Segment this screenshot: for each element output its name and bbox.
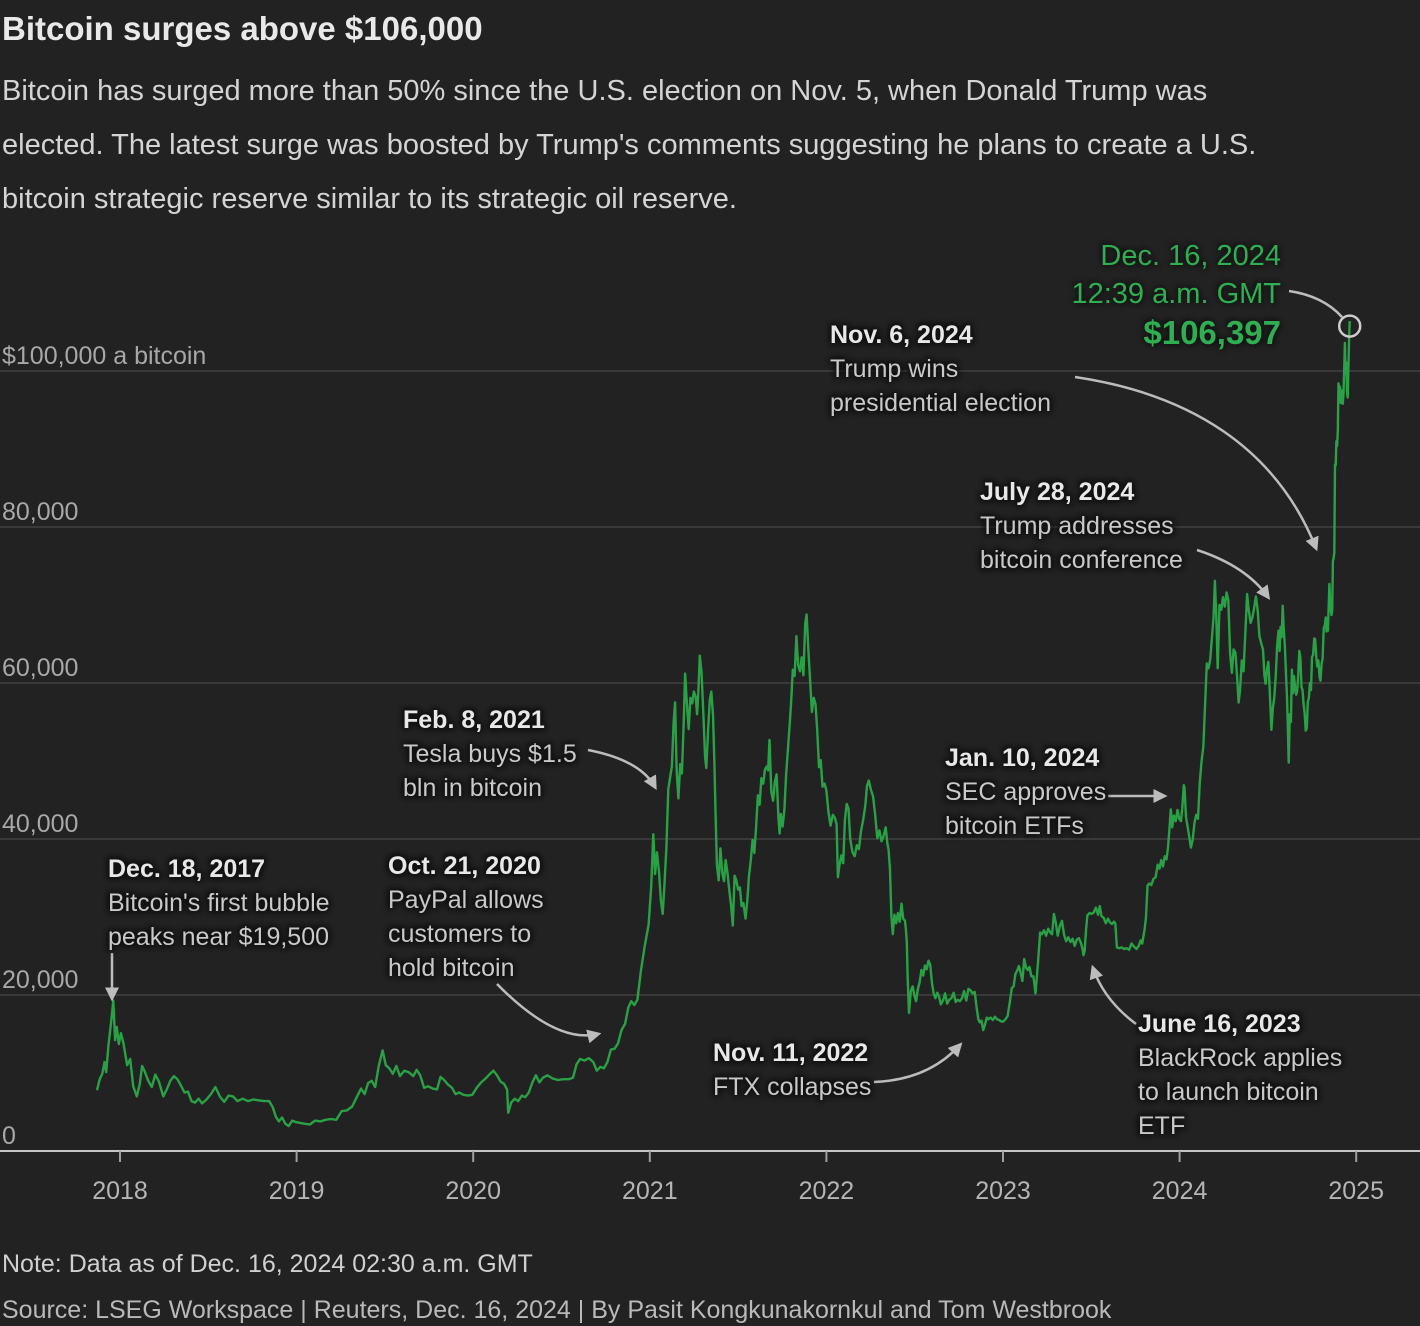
x-axis-label: 2019 <box>268 1177 325 1205</box>
annotation-date: July 28, 2024 <box>980 478 1135 506</box>
endpoint-price: $106,397 <box>1143 314 1281 351</box>
annotation-line: SEC approves <box>945 778 1107 806</box>
annotation-line: customers to <box>388 920 532 948</box>
annotation-date: Jan. 10, 2024 <box>945 744 1100 772</box>
note-text: Note: Data as of Dec. 16, 2024 02:30 a.m… <box>2 1250 533 1278</box>
annotation-arrow-jun2023 <box>1089 964 1137 1025</box>
annotation-line: peaks near $19,500 <box>108 923 330 951</box>
x-axis-label: 2020 <box>445 1177 501 1205</box>
annotation-line: BlackRock applies <box>1138 1044 1343 1072</box>
chart-subtitle: Bitcoin has surged more than 50% since t… <box>2 64 1256 226</box>
subtitle-line: bitcoin strategic reserve similar to its… <box>2 183 737 215</box>
annotation-line: Bitcoin's first bubble <box>108 889 330 917</box>
annotation-arrow-nov2024 <box>1074 375 1319 552</box>
subtitle-line: Bitcoin has surged more than 50% since t… <box>2 75 1208 107</box>
annotation-date: Dec. 18, 2017 <box>108 855 266 883</box>
annotation-line: bitcoin conference <box>980 546 1183 574</box>
x-axis-label: 2021 <box>621 1177 678 1205</box>
x-axis-label: 2022 <box>798 1177 855 1205</box>
y-axis-label: 80,000 <box>2 498 79 526</box>
y-axis-label: 0 <box>2 1122 16 1150</box>
endpoint-marker <box>1337 314 1362 338</box>
annotation-line: Tesla buys $1.5 <box>403 740 577 768</box>
annotation-date: Feb. 8, 2021 <box>403 706 545 734</box>
annotation-line: hold bitcoin <box>388 954 515 982</box>
endpoint-time: 12:39 a.m. GMT <box>1071 278 1281 310</box>
annotation-line: FTX collapses <box>713 1073 872 1101</box>
subtitle-line: elected. The latest surge was boosted by… <box>2 129 1257 161</box>
y-axis-label: 20,000 <box>2 966 79 994</box>
annotation-arrow-endptr <box>1288 289 1343 318</box>
annotation-date: June 16, 2023 <box>1138 1010 1301 1038</box>
x-axis-label: 2023 <box>975 1177 1031 1205</box>
endpoint-date: Dec. 16, 2024 <box>1100 240 1281 272</box>
endpoint-annotation: Dec. 16, 2024 12:39 a.m. GMT $106,397 <box>1071 237 1281 353</box>
annotation-dec2017: Dec. 18, 2017 Bitcoin's first bubble peaks… <box>108 852 330 954</box>
annotation-nov2024: Nov. 6, 2024 Trump wins presidential elect… <box>830 318 1051 420</box>
annotation-line: presidential election <box>830 389 1051 417</box>
annotation-nov2022: Nov. 11, 2022 FTX collapses <box>713 1036 871 1104</box>
annotation-line: bitcoin ETFs <box>945 812 1084 840</box>
annotation-arrow-feb2021 <box>587 748 657 791</box>
annotation-date: Nov. 6, 2024 <box>830 321 973 349</box>
source-text: Source: LSEG Workspace | Reuters, Dec. 1… <box>2 1296 1112 1324</box>
annotation-date: Nov. 11, 2022 <box>713 1039 869 1067</box>
annotation-arrow-oct2020 <box>496 983 602 1044</box>
annotation-line: Trump wins <box>830 355 959 383</box>
annotation-feb2021: Feb. 8, 2021 Tesla buys $1.5 bln in bitcoi… <box>403 703 577 805</box>
annotation-line: bln in bitcoin <box>403 774 542 802</box>
x-axis-label: 2024 <box>1151 1177 1208 1205</box>
page-title: Bitcoin surges above $106,000 <box>2 10 483 47</box>
annotation-jun2023: June 16, 2023 BlackRock applies to launch … <box>1138 1007 1342 1143</box>
y-axis-label: 60,000 <box>2 654 79 682</box>
x-axis-label: 2025 <box>1328 1177 1384 1205</box>
annotation-jul2024: July 28, 2024 Trump addresses bitcoin conf… <box>980 475 1183 577</box>
y-axis-label: $100,000 a bitcoin <box>2 342 207 370</box>
annotation-line: to launch bitcoin <box>1138 1078 1319 1106</box>
annotation-date: Oct. 21, 2020 <box>388 852 541 880</box>
x-axis-label: 2018 <box>92 1177 148 1205</box>
annotation-line: Trump addresses <box>980 512 1174 540</box>
annotation-arrow-jul2024 <box>1196 548 1271 600</box>
price-line <box>95 321 1351 1128</box>
annotation-arrow-nov2022 <box>873 1042 963 1084</box>
annotation-line: PayPal allows <box>388 886 544 914</box>
annotation-jan2024: Jan. 10, 2024 SEC approves bitcoin ETFs <box>945 741 1106 843</box>
y-axis-label: 40,000 <box>2 810 79 838</box>
annotation-oct2020: Oct. 21, 2020 PayPal allows customers to ho… <box>388 849 544 985</box>
annotation-line: ETF <box>1138 1112 1186 1140</box>
